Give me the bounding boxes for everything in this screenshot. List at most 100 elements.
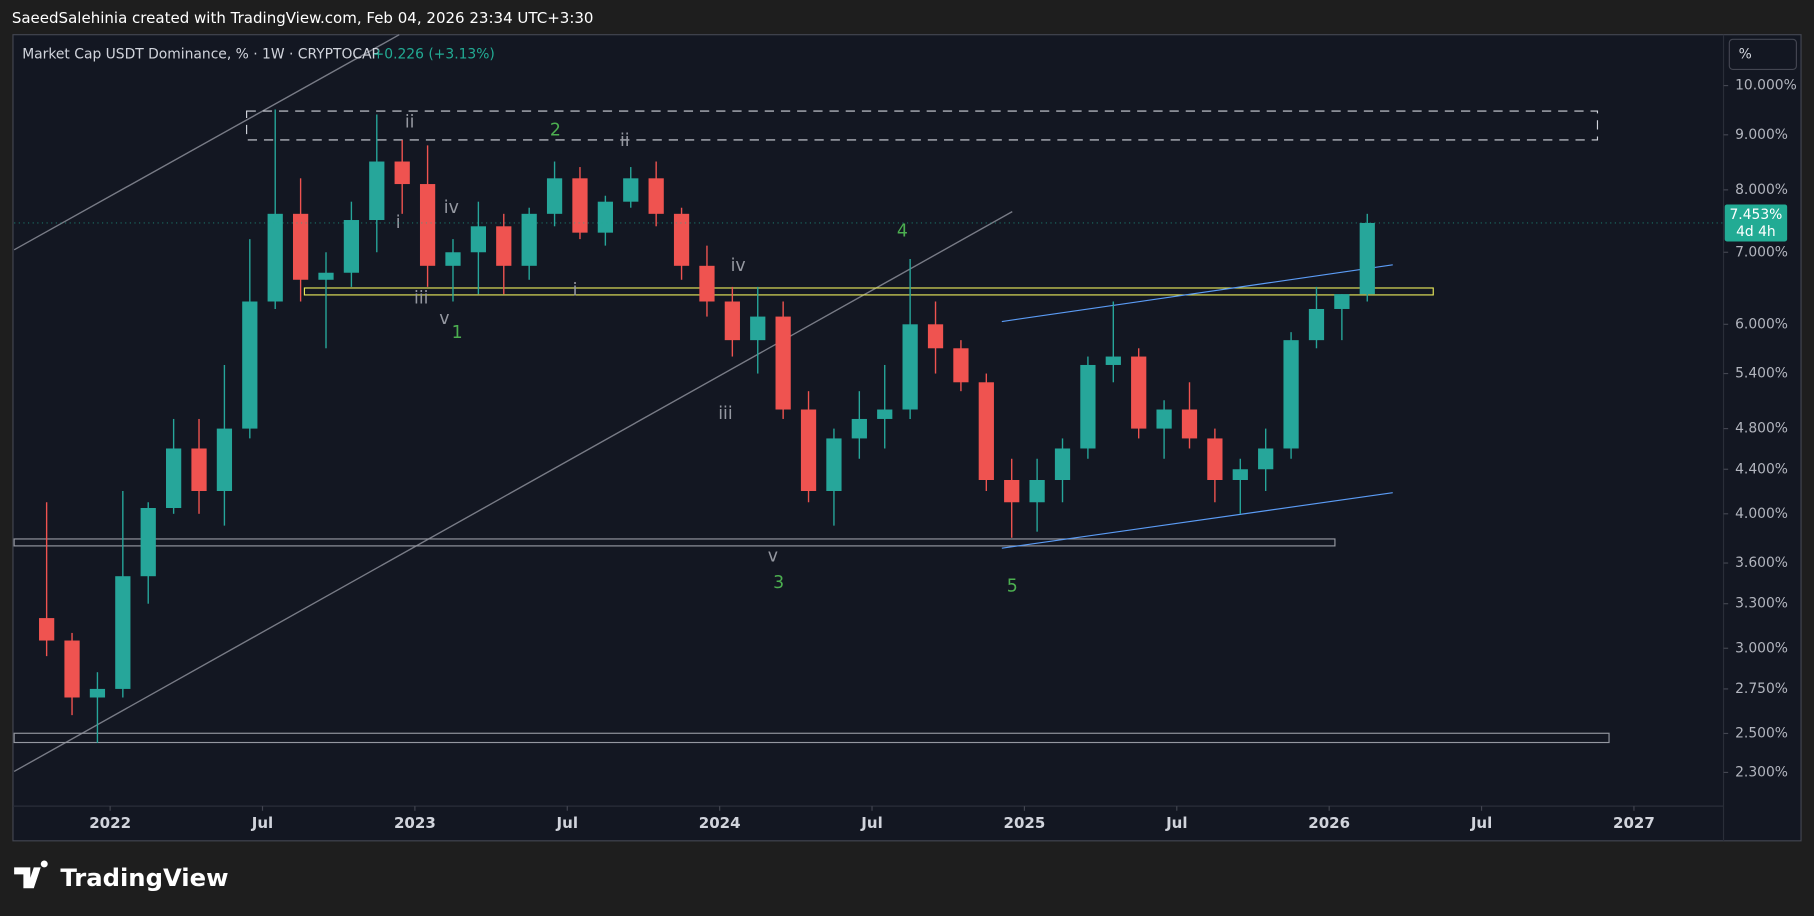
x-tick-label: Jul [860,814,882,832]
wave-label: 4 [897,221,908,241]
candle-body [496,226,512,266]
countdown-label: 4d 4h [1736,224,1776,240]
candle-body [1359,222,1375,295]
wave-label: 2 [550,121,561,141]
candle-body [1308,308,1325,341]
x-tick-label: Jul [251,814,273,832]
wave-label: iv [444,198,459,218]
candle-body [369,161,385,221]
y-tick-label: 6.000% [1735,316,1788,332]
candle-body [623,178,639,202]
candle-body [470,226,487,253]
candle-body [1080,364,1096,449]
candle-body [1029,480,1045,503]
wave-label: v [439,309,449,329]
channel-line [1001,492,1393,549]
candle-body [597,201,613,233]
candle-body [750,316,766,341]
y-tick-label: 4.400% [1735,461,1788,477]
candles [39,109,1375,743]
wave-label: ii [620,131,630,151]
candle-body [1004,480,1020,503]
candle-body [902,324,918,410]
candle-body [445,252,461,266]
candle-body [826,438,842,491]
candle-body [216,428,233,491]
scale-button[interactable] [1728,38,1797,70]
candle-body [115,576,131,689]
candle-body [318,272,334,280]
drawings [13,34,1610,773]
x-tick-label: 2026 [1308,814,1350,832]
logo-icon [14,860,48,889]
scale-button-label[interactable]: % [1739,46,1752,62]
resistance-zone [303,287,1434,296]
y-tick-label: 3.600% [1735,555,1788,571]
y-tick-label: 9.000% [1735,127,1788,143]
candle-body [521,213,537,266]
y-tick-label: 2.300% [1735,764,1788,780]
candle-body [89,688,106,698]
candle-body [140,507,156,577]
target-zone [246,110,1599,141]
y-tick-label: 5.400% [1735,366,1788,382]
candle-body [394,161,410,185]
logo-text: TradingView [60,863,228,892]
x-tick-label: 2022 [89,814,131,832]
wave-label: v [768,546,778,566]
candle-body [64,640,80,698]
footer-logo: TradingView [14,860,229,892]
candle-body [1131,356,1147,429]
x-tick-label: Jul [1470,814,1492,832]
y-tick-label: 7.000% [1735,244,1788,260]
trend-line [13,34,400,251]
candle-body [673,213,690,266]
y-tick-label: 3.300% [1735,596,1788,612]
candle-body [419,184,436,266]
wave-label: iii [414,288,428,308]
support-zone [13,732,1610,744]
y-tick-label: 4.800% [1735,421,1788,437]
y-tick-label: 2.750% [1735,681,1788,697]
x-tick-label: Jul [556,814,578,832]
candle-body [1283,340,1299,449]
candle-body [191,448,207,491]
support-zone [13,538,1336,547]
y-tick-label: 4.000% [1735,506,1788,522]
candle-body [978,382,994,481]
candle-body [1207,438,1223,481]
candle-body [1232,469,1248,481]
candle-body [699,265,715,302]
chart-panel [12,34,1802,842]
legend-title: Market Cap USDT Dominance, % · 1W · CRYP… [22,46,380,62]
y-tick-label: 10.000% [1735,78,1797,94]
last-price-label: 7.453% [1729,207,1782,223]
candle-body [953,348,969,383]
wave-label: 5 [1007,576,1018,596]
candle-body [927,324,944,349]
trend-line [13,211,1013,773]
candle-body [267,213,283,302]
wave-label: iii [718,404,732,424]
candle-body [851,418,867,439]
legend-change: +0.226 (+3.13%) [373,46,495,62]
y-tick-label: 8.000% [1735,182,1788,198]
wave-label: 3 [773,573,784,593]
candle-body [292,213,309,280]
candle-body [724,301,740,341]
wave-label: i [573,280,578,300]
candle-body [572,178,588,233]
last-price-box [1724,204,1788,242]
candle-body [546,178,563,214]
candle-body [775,316,791,410]
wave-label: iv [731,256,746,276]
y-tick-label: 3.000% [1735,640,1788,656]
candle-body [166,448,182,508]
candle-body [242,301,258,429]
header-text: SaeedSalehinia created with TradingView.… [12,9,594,27]
candle-body [877,409,893,419]
x-tick-label: 2027 [1613,814,1655,832]
channel-line [1001,264,1393,323]
